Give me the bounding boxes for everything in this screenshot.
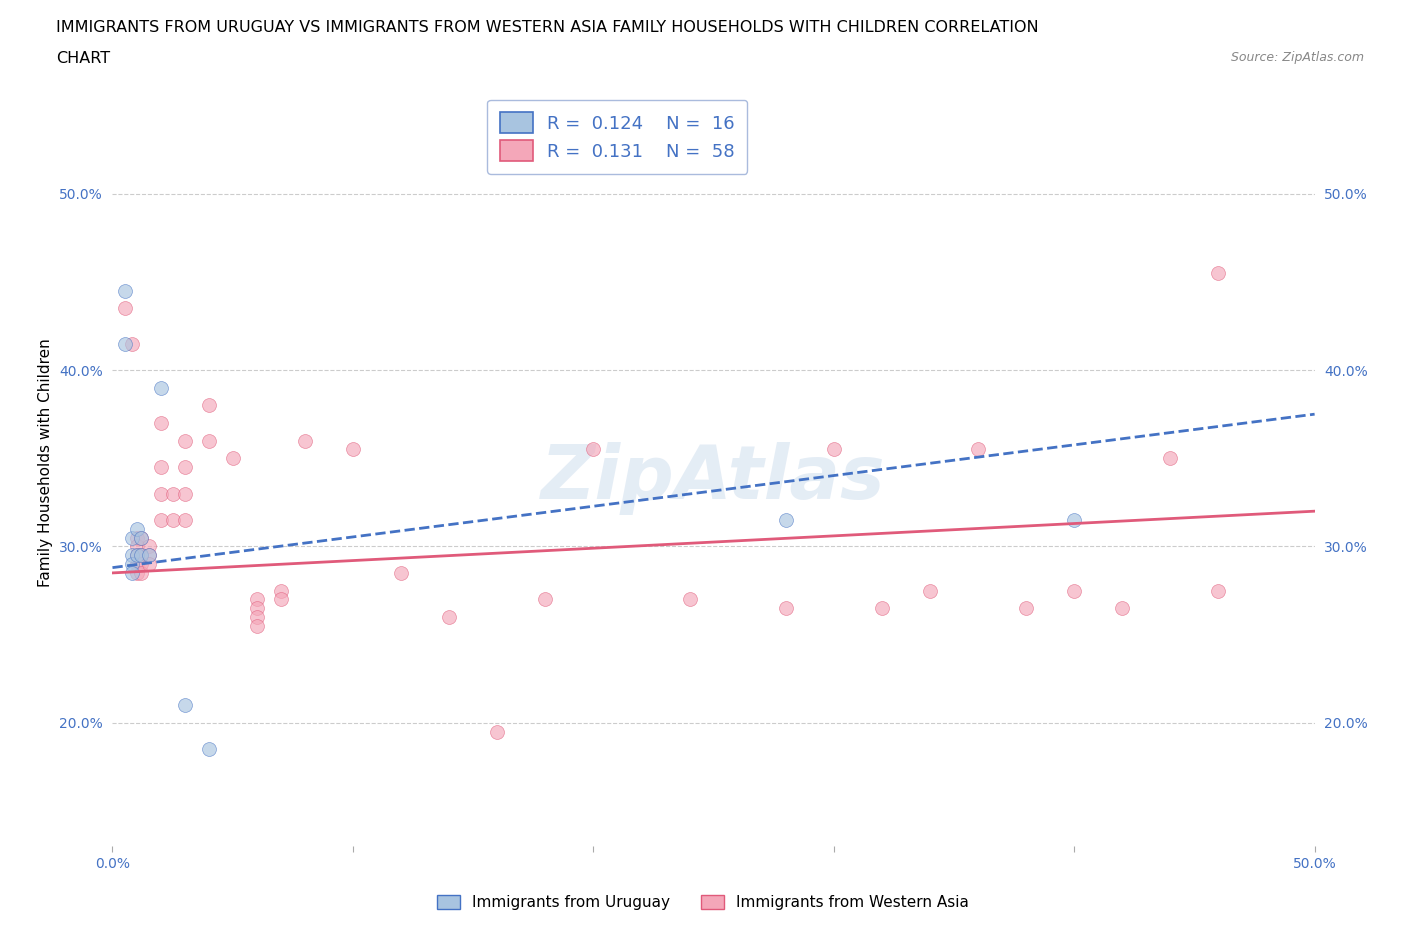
- Point: [149, 380, 172, 395]
- Point: [173, 512, 195, 527]
- Point: [121, 530, 143, 545]
- Point: [197, 398, 219, 413]
- Point: [246, 591, 269, 606]
- Point: [131, 530, 153, 545]
- Point: [1159, 451, 1181, 466]
- Point: [389, 565, 412, 580]
- Text: IMMIGRANTS FROM URUGUAY VS IMMIGRANTS FROM WESTERN ASIA FAMILY HOUSEHOLDS WITH C: IMMIGRANTS FROM URUGUAY VS IMMIGRANTS FR…: [56, 20, 1039, 35]
- Point: [1015, 601, 1038, 616]
- Y-axis label: Family Households with Children: Family Households with Children: [38, 339, 53, 587]
- Point: [678, 591, 700, 606]
- Point: [775, 512, 797, 527]
- Point: [131, 548, 153, 563]
- Point: [138, 548, 160, 563]
- Point: [138, 557, 160, 572]
- Point: [270, 583, 292, 598]
- Point: [125, 548, 148, 563]
- Point: [149, 459, 172, 474]
- Point: [246, 618, 269, 633]
- Point: [131, 565, 153, 580]
- Text: CHART: CHART: [56, 51, 110, 66]
- Point: [173, 698, 195, 712]
- Point: [125, 539, 148, 554]
- Point: [125, 548, 148, 563]
- Point: [246, 609, 269, 624]
- Point: [173, 433, 195, 448]
- Text: Source: ZipAtlas.com: Source: ZipAtlas.com: [1230, 51, 1364, 64]
- Point: [486, 724, 509, 739]
- Point: [114, 284, 136, 299]
- Point: [114, 336, 136, 351]
- Point: [1063, 512, 1085, 527]
- Point: [114, 301, 136, 316]
- Point: [197, 433, 219, 448]
- Point: [1063, 583, 1085, 598]
- Legend: R =  0.124    N =  16, R =  0.131    N =  58: R = 0.124 N = 16, R = 0.131 N = 58: [488, 100, 748, 174]
- Point: [1208, 583, 1230, 598]
- Point: [149, 416, 172, 431]
- Point: [870, 601, 893, 616]
- Point: [125, 522, 148, 537]
- Point: [582, 442, 605, 457]
- Point: [534, 591, 557, 606]
- Point: [121, 557, 143, 572]
- Text: ZipAtlas: ZipAtlas: [541, 442, 886, 514]
- Point: [162, 512, 184, 527]
- Point: [967, 442, 990, 457]
- Point: [131, 548, 153, 563]
- Point: [121, 565, 143, 580]
- Point: [246, 601, 269, 616]
- Point: [1111, 601, 1133, 616]
- Point: [149, 512, 172, 527]
- Point: [197, 742, 219, 757]
- Point: [149, 486, 172, 501]
- Point: [162, 486, 184, 501]
- Point: [775, 601, 797, 616]
- Point: [125, 557, 148, 572]
- Point: [138, 548, 160, 563]
- Point: [173, 486, 195, 501]
- Point: [131, 530, 153, 545]
- Point: [173, 459, 195, 474]
- Point: [131, 557, 153, 572]
- Point: [437, 609, 460, 624]
- Point: [918, 583, 941, 598]
- Point: [270, 591, 292, 606]
- Point: [823, 442, 845, 457]
- Point: [1208, 266, 1230, 281]
- Point: [222, 451, 245, 466]
- Point: [294, 433, 316, 448]
- Point: [125, 530, 148, 545]
- Point: [138, 539, 160, 554]
- Legend: Immigrants from Uruguay, Immigrants from Western Asia: Immigrants from Uruguay, Immigrants from…: [429, 887, 977, 918]
- Point: [121, 548, 143, 563]
- Point: [121, 336, 143, 351]
- Point: [125, 565, 148, 580]
- Point: [342, 442, 364, 457]
